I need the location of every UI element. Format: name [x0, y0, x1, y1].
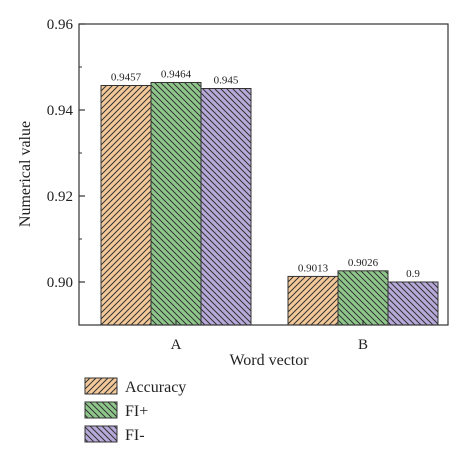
y-tick-label: 0.90	[47, 275, 73, 291]
bar-fi--b	[387, 281, 439, 326]
y-tick-label: 0.96	[47, 17, 74, 33]
legend-item-fi-: FI-	[84, 425, 145, 444]
x-axis-title: Word vector	[229, 352, 309, 369]
bar-fi--b	[337, 270, 389, 326]
value-labels-layer: 0.9457 0.9464 0.945 0.9013 0.9026 0.9	[111, 68, 421, 280]
bar-fi--a	[150, 81, 202, 326]
bar-value-label: 0.9026	[348, 257, 379, 269]
legend-label: FI-	[125, 427, 145, 444]
bar-accuracy-b	[287, 275, 339, 326]
bar-value-label: 0.9	[406, 268, 420, 280]
legend-label: FI+	[125, 403, 148, 420]
y-tick-label: 0.92	[47, 189, 73, 205]
y-axis-title: Numerical value	[17, 121, 34, 227]
legend-item-fi-: FI+	[84, 401, 148, 420]
bar-value-label: 0.9457	[111, 71, 142, 83]
legend-item-accuracy: Accuracy	[84, 377, 186, 396]
plot-frame	[78, 23, 449, 326]
bar-accuracy-a	[100, 84, 152, 326]
bar-value-label: 0.9013	[298, 262, 329, 274]
x-tick-label: B	[358, 337, 368, 353]
bar-value-label: 0.945	[214, 75, 239, 87]
x-tick-label: A	[171, 337, 182, 353]
bar-value-label: 0.9464	[161, 68, 192, 80]
bars-layer	[100, 81, 439, 326]
bar-fi--a	[200, 88, 252, 326]
y-tick-label: 0.94	[47, 103, 74, 119]
legend: Accuracy FI+ FI-	[84, 377, 186, 444]
legend-label: Accuracy	[125, 379, 186, 396]
y-axis: 0.90 0.92 0.94 0.96	[47, 17, 85, 291]
